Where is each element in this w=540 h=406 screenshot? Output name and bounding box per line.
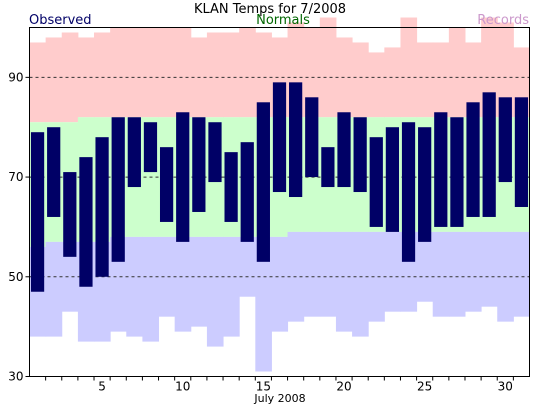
- record-high-band: [416, 42, 434, 118]
- chart-observed-bars: [30, 82, 529, 292]
- record-low-band: [448, 231, 466, 317]
- observed-bar: [385, 127, 400, 232]
- chart-title: KLAN Temps for 7/2008: [194, 2, 346, 17]
- x-tick-label: 10: [175, 380, 190, 394]
- observed-bar: [159, 147, 174, 222]
- record-high-band: [400, 17, 418, 118]
- record-low-band: [513, 231, 530, 317]
- observed-bar: [289, 82, 303, 198]
- x-tick-label: 20: [336, 380, 351, 394]
- record-high-band: [61, 32, 79, 123]
- observed-bar: [30, 132, 45, 292]
- x-tick-label: 30: [498, 380, 513, 394]
- record-low-band: [481, 231, 498, 307]
- observed-bar: [272, 82, 287, 193]
- record-high-band: [110, 27, 127, 118]
- observed-bar: [369, 137, 383, 227]
- observed-bar: [498, 97, 512, 183]
- record-high-band: [142, 27, 160, 118]
- record-high-band: [158, 27, 176, 118]
- record-low-band: [255, 236, 272, 372]
- observed-bar: [224, 152, 238, 222]
- record-high-band: [174, 27, 192, 118]
- observed-bar: [337, 112, 351, 188]
- record-high-band: [303, 27, 321, 118]
- record-high-band: [432, 42, 450, 118]
- record-high-band: [368, 52, 385, 118]
- plot-frame: [29, 27, 530, 377]
- record-low-band: [45, 241, 63, 337]
- observed-bar: [305, 97, 319, 178]
- observed-bar: [176, 112, 190, 242]
- record-low-band: [142, 236, 160, 342]
- record-low-band: [206, 236, 224, 347]
- observed-bar: [353, 117, 367, 193]
- observed-bar: [401, 122, 416, 262]
- x-tick-label: 15: [256, 380, 271, 394]
- observed-bar: [192, 117, 206, 212]
- record-low-band: [126, 236, 143, 337]
- observed-bar: [240, 142, 254, 242]
- observed-bar: [256, 102, 270, 262]
- record-high-band: [497, 22, 514, 118]
- record-high-band: [206, 32, 224, 118]
- record-low-band: [61, 241, 79, 312]
- observed-bar: [79, 157, 93, 287]
- record-low-band: [335, 231, 353, 332]
- record-low-band: [352, 231, 369, 337]
- record-low-band: [432, 231, 450, 317]
- record-low-band: [158, 236, 176, 317]
- legend-observed: Observed: [29, 13, 92, 28]
- record-low-band: [368, 231, 385, 322]
- x-tick-label: 25: [417, 380, 432, 394]
- observed-bar: [434, 112, 448, 227]
- record-high-band: [319, 17, 337, 118]
- observed-bar: [466, 102, 480, 217]
- observed-bar: [127, 117, 141, 188]
- observed-bar: [321, 147, 335, 188]
- x-axis-label: July 2008: [253, 392, 305, 405]
- record-high-band: [464, 42, 482, 118]
- record-high-band: [223, 32, 240, 118]
- record-high-band: [384, 47, 401, 118]
- y-tick-label: 50: [8, 270, 23, 284]
- record-low-band: [464, 231, 482, 312]
- observed-bar: [63, 172, 77, 257]
- observed-bar: [208, 122, 222, 183]
- record-high-band: [239, 27, 256, 118]
- record-low-band: [239, 236, 256, 297]
- record-low-band: [384, 231, 401, 312]
- observed-bar: [450, 117, 464, 227]
- record-high-band: [255, 32, 272, 118]
- record-low-band: [174, 236, 192, 332]
- observed-bar: [47, 127, 61, 217]
- record-low-band: [223, 236, 240, 337]
- y-tick-label: 90: [8, 70, 23, 84]
- record-high-band: [448, 27, 466, 118]
- observed-bar: [514, 97, 529, 207]
- record-high-band: [126, 27, 143, 118]
- record-high-band: [352, 42, 369, 118]
- x-tick-label: 5: [98, 380, 106, 394]
- chart-ticks: 30 50 70 90 5 10 15 20 25 30: [8, 70, 514, 394]
- y-tick-label: 70: [8, 170, 23, 184]
- record-low-band: [416, 231, 434, 302]
- record-low-band: [319, 231, 337, 317]
- record-high-band: [94, 32, 111, 118]
- legend-records: Records: [477, 13, 529, 28]
- observed-bar: [95, 137, 109, 277]
- observed-bar: [143, 122, 158, 173]
- record-low-band: [303, 231, 321, 317]
- y-tick-label: 30: [8, 370, 23, 384]
- record-high-band: [29, 42, 47, 123]
- observed-bar: [111, 117, 125, 262]
- record-low-band: [190, 236, 208, 327]
- legend-normals: Normals: [256, 13, 310, 28]
- record-low-band: [271, 236, 289, 332]
- observed-bar: [418, 127, 432, 242]
- record-high-band: [45, 37, 63, 123]
- observed-bar: [482, 92, 496, 217]
